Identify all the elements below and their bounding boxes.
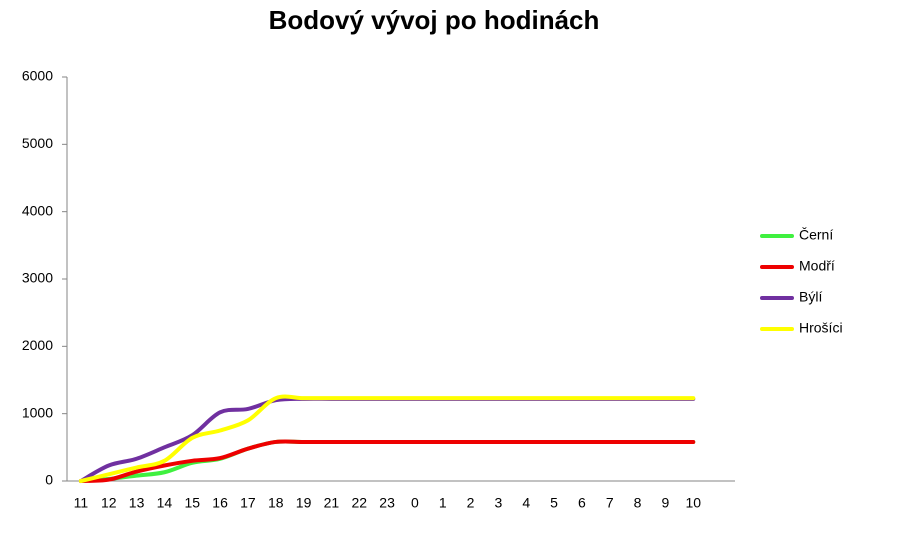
x-tick-label: 8 (634, 495, 642, 511)
x-tick-label: 16 (212, 495, 228, 511)
legend-label: Modří (799, 258, 835, 274)
x-tick-label: 23 (379, 495, 395, 511)
x-tick-label: 22 (351, 495, 367, 511)
y-tick-label: 3000 (22, 270, 53, 286)
x-tick-label: 12 (101, 495, 117, 511)
legend-label: Hrošíci (799, 320, 843, 336)
x-tick-label: 14 (157, 495, 173, 511)
x-tick-label: 3 (495, 495, 503, 511)
y-tick-label: 6000 (22, 68, 53, 84)
x-tick-label: 17 (240, 495, 256, 511)
x-tick-label: 7 (606, 495, 614, 511)
x-tick-label: 21 (324, 495, 340, 511)
series-line (78, 439, 696, 483)
x-tick-label: 5 (550, 495, 558, 511)
x-tick-label: 18 (268, 495, 284, 511)
x-tick-label: 19 (296, 495, 312, 511)
x-tick-label: 0 (411, 495, 419, 511)
legend-label: Černí (799, 227, 833, 243)
y-tick-label: 5000 (22, 135, 53, 151)
x-tick-label: 4 (522, 495, 530, 511)
x-tick-label: 10 (685, 495, 701, 511)
legend-label: Býlí (799, 289, 822, 305)
y-tick-label: 0 (45, 472, 53, 488)
x-tick-label: 11 (74, 495, 89, 511)
y-tick-label: 4000 (22, 202, 53, 218)
x-tick-label: 9 (662, 495, 670, 511)
x-tick-label: 1 (439, 495, 447, 511)
y-tick-label: 1000 (22, 404, 53, 420)
x-tick-label: 2 (467, 495, 475, 511)
x-tick-label: 13 (129, 495, 145, 511)
x-tick-label: 15 (184, 495, 200, 511)
x-tick-label: 6 (578, 495, 586, 511)
series-line (78, 394, 696, 483)
y-tick-label: 2000 (22, 337, 53, 353)
chart-title: Bodový vývoj po hodinách (269, 5, 600, 35)
